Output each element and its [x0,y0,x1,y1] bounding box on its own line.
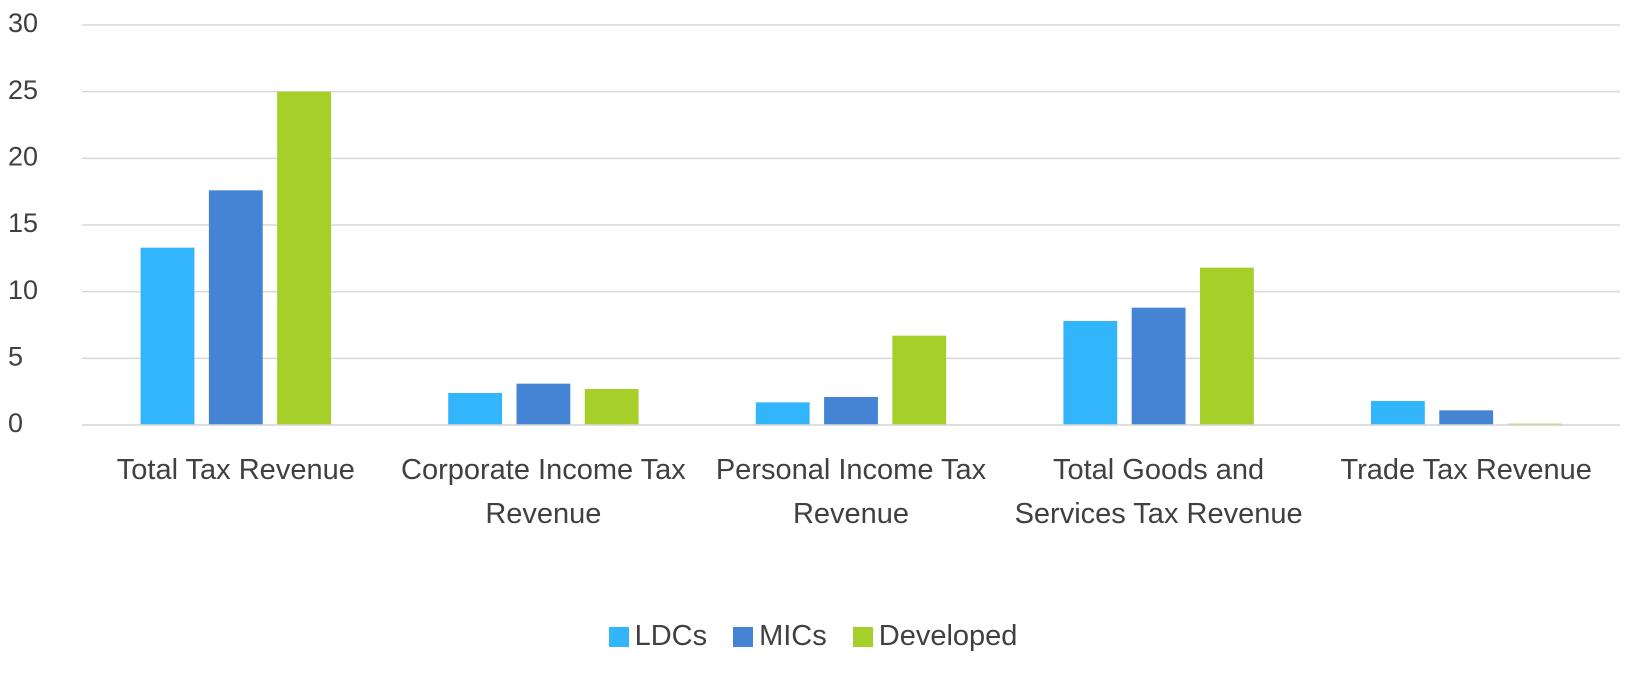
y-tick-label: 15 [8,208,38,238]
y-tick-label: 30 [8,8,38,38]
y-tick-label: 20 [8,141,38,171]
bar [755,402,810,425]
y-tick-label: 0 [8,408,23,438]
legend: LDCs MICs Developed [0,620,1626,653]
y-tick-label: 5 [8,341,23,371]
bar [448,393,503,425]
bar [1199,267,1254,425]
bar [208,190,263,425]
bar [1439,410,1494,425]
bar [140,247,195,425]
legend-label: Developed [878,620,1018,652]
legend-item: LDCs [608,620,708,653]
y-tick-label: 10 [8,275,38,305]
y-tick-label: 25 [8,75,38,105]
bar [584,389,639,425]
legend-swatch [733,626,754,647]
legend-swatch [852,626,873,647]
bar [824,397,878,425]
bar [1131,307,1186,425]
x-tick-label: Personal Income Tax Revenue [715,454,987,530]
x-tick-label: Total Tax Revenue [116,454,355,486]
bar [516,383,571,425]
x-tick-label: Corporate Income Tax Revenue [401,454,686,530]
legend-label: MICs [759,620,827,652]
x-tick-label: Trade Tax Revenue [1340,454,1592,486]
x-tick-label: Total Goods and Services Tax Revenue [1014,454,1303,530]
legend-label: LDCs [634,620,708,652]
legend-swatch [608,626,629,647]
bar [892,335,947,425]
legend-item: MICs [733,620,827,653]
bar [1370,401,1425,425]
bar [277,91,332,426]
bar [1063,321,1118,425]
legend-item: Developed [852,620,1018,653]
